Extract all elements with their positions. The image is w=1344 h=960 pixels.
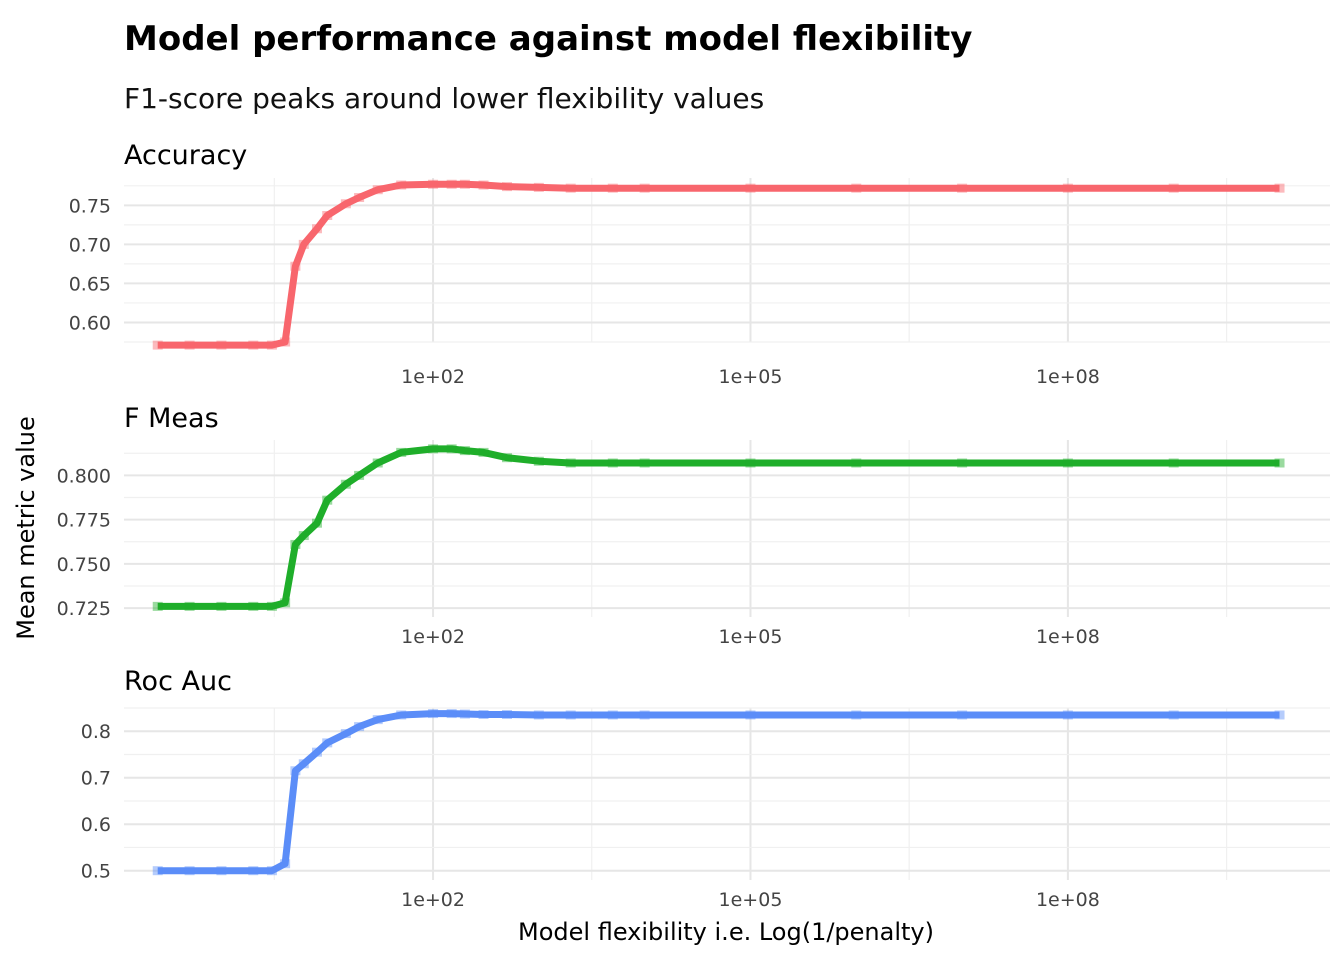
x-tick-label: 1e+05 — [719, 889, 783, 911]
x-axis-label: Model flexibility i.e. Log(1/penalty) — [518, 918, 934, 946]
y-tick-label: 0.6 — [81, 814, 111, 836]
y-tick-label: 0.750 — [57, 554, 111, 576]
facet-strip-label: Accuracy — [124, 140, 247, 171]
x-tick-label: 1e+05 — [719, 626, 783, 648]
y-tick-label: 0.7 — [81, 768, 111, 790]
x-tick-label: 1e+02 — [401, 889, 465, 911]
y-tick-label: 0.65 — [69, 273, 111, 295]
y-axis-label: Mean metric value — [12, 416, 40, 640]
y-tick-label: 0.775 — [57, 510, 111, 532]
y-tick-label: 0.70 — [69, 234, 111, 256]
y-tick-label: 0.725 — [57, 598, 111, 620]
x-tick-label: 1e+08 — [1036, 626, 1100, 648]
chart-title: Model performance against model flexibil… — [124, 19, 972, 59]
y-tick-label: 0.75 — [69, 195, 111, 217]
facet-strip-label: Roc Auc — [124, 666, 232, 697]
y-tick-label: 0.8 — [81, 721, 111, 743]
x-tick-label: 1e+08 — [1036, 366, 1100, 388]
facet-panel-1: 0.725 0.750 0.775 0.800 F Meas 1e+02 1e+05 1e+0… — [57, 403, 1330, 648]
x-tick-label: 1e+02 — [401, 626, 465, 648]
y-tick-label: 0.60 — [69, 312, 111, 334]
chart-subtitle: F1-score peaks around lower flexibility … — [124, 82, 764, 115]
y-tick-label: 0.5 — [81, 861, 111, 883]
facet-panel-0: 0.60 0.65 0.70 0.75 Accuracy 1e+02 1e+05 1e+08 — [69, 140, 1330, 388]
facet-strip-label: F Meas — [124, 403, 219, 434]
y-tick-label: 0.800 — [57, 465, 111, 487]
series-line-0 — [157, 180, 1280, 349]
x-tick-label: 1e+02 — [401, 366, 465, 388]
x-tick-label: 1e+05 — [719, 366, 783, 388]
series-line-1 — [157, 445, 1280, 610]
x-tick-label: 1e+08 — [1036, 889, 1100, 911]
series-line-2 — [157, 710, 1280, 875]
facet-panel-2: 0.5 0.6 0.7 0.8 Roc Auc 1e+02 1e+05 1e+08 — [81, 666, 1330, 911]
